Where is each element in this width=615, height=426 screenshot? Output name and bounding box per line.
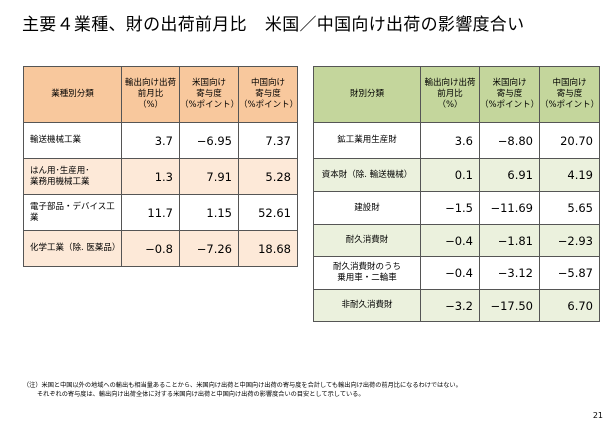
export-mom-value: −0.4 [420, 224, 480, 257]
us-contribution-value: 6.91 [479, 158, 540, 192]
industry-table-header: 業種別分類 輸出向け出荷 前月比 （%） 米国向け 寄与度 （%ポイント） 中国… [23, 66, 298, 123]
goods-header-export-mom: 輸出向け出荷 前月比 （%） [420, 66, 480, 123]
export-mom-value: −0.4 [420, 256, 480, 290]
industry-header-category: 業種別分類 [23, 66, 122, 123]
industry-header-export-mom: 輸出向け出荷 前月比 （%） [121, 66, 180, 123]
export-mom-value: −3.2 [420, 289, 480, 322]
table-row: 輸送機械工業 3.7 −6.95 7.37 [23, 122, 298, 159]
us-contribution-value: −11.69 [479, 191, 540, 225]
row-label: 鉱工業用生産財 [313, 122, 421, 159]
table-row: 資本財（除. 輸送機械） 0.1 6.91 4.19 [313, 158, 600, 192]
row-label: はん用･生産用･ 業務用機械工業 [23, 158, 122, 195]
title-sub: 米国／中国向け出荷の影響度合い [264, 15, 525, 35]
china-contribution-value: 5.28 [238, 158, 298, 195]
table-row: 電子部品・デバイス工業 11.7 1.15 52.61 [23, 194, 298, 231]
row-label: 化学工業（除. 医薬品） [23, 230, 122, 267]
table-row: 化学工業（除. 医薬品） −0.8 −7.26 18.68 [23, 230, 298, 267]
goods-header-category: 財別分類 [313, 66, 421, 123]
table-row: 耐久消費財 −0.4 −1.81 −2.93 [313, 224, 600, 257]
footnote-line-1: （注）米国と中国以外の地域への輸出も相当量あることから、米国向け出荷と中国向け出… [23, 382, 462, 389]
us-contribution-value: −6.95 [179, 122, 239, 159]
row-label: 耐久消費財のうち 乗用車・二輪車 [313, 256, 421, 290]
row-label: 耐久消費財 [313, 224, 421, 257]
table-row: 非耐久消費財 −3.2 −17.50 6.70 [313, 289, 600, 322]
table-row: はん用･生産用･ 業務用機械工業 1.3 7.91 5.28 [23, 158, 298, 195]
page-title: 主要４業種、財の出荷前月比 米国／中国向け出荷の影響度合い [22, 10, 612, 35]
title-main: 主要４業種、財の出荷前月比 [22, 15, 247, 35]
industry-header-china-contribution: 中国向け 寄与度 （%ポイント） [238, 66, 298, 123]
row-label: 資本財（除. 輸送機械） [313, 158, 421, 192]
china-contribution-value: 52.61 [238, 194, 298, 231]
footnote-line-2: それぞれの寄与度は、輸出向け出荷全体に対する米国向け出荷と中国向け出荷の影響度合… [37, 391, 365, 398]
china-contribution-value: 20.70 [539, 122, 600, 159]
goods-header-china-contribution: 中国向け 寄与度 （%ポイント） [539, 66, 600, 123]
china-contribution-value: 18.68 [238, 230, 298, 267]
row-label: 電子部品・デバイス工業 [23, 194, 122, 231]
industry-table: 業種別分類 輸出向け出荷 前月比 （%） 米国向け 寄与度 （%ポイント） 中国… [23, 66, 298, 267]
us-contribution-value: −17.50 [479, 289, 540, 322]
row-label: 非耐久消費財 [313, 289, 421, 322]
table-row: 鉱工業用生産財 3.6 −8.80 20.70 [313, 122, 600, 159]
export-mom-value: 0.1 [420, 158, 480, 192]
export-mom-value: 1.3 [121, 158, 180, 195]
industry-header-us-contribution: 米国向け 寄与度 （%ポイント） [179, 66, 239, 123]
export-mom-value: 11.7 [121, 194, 180, 231]
china-contribution-value: 4.19 [539, 158, 600, 192]
page-number: 21 [592, 411, 603, 420]
china-contribution-value: 5.65 [539, 191, 600, 225]
export-mom-value: −0.8 [121, 230, 180, 267]
export-mom-value: 3.6 [420, 122, 480, 159]
export-mom-value: −1.5 [420, 191, 480, 225]
us-contribution-value: −7.26 [179, 230, 239, 267]
footnote: （注）米国と中国以外の地域への輸出も相当量あることから、米国向け出荷と中国向け出… [23, 381, 603, 399]
china-contribution-value: −5.87 [539, 256, 600, 290]
goods-table-header: 財別分類 輸出向け出荷 前月比 （%） 米国向け 寄与度 （%ポイント） 中国向… [313, 66, 600, 123]
table-row: 建設財 −1.5 −11.69 5.65 [313, 191, 600, 225]
china-contribution-value: 6.70 [539, 289, 600, 322]
row-label: 建設財 [313, 191, 421, 225]
export-mom-value: 3.7 [121, 122, 180, 159]
row-label: 輸送機械工業 [23, 122, 122, 159]
us-contribution-value: −3.12 [479, 256, 540, 290]
us-contribution-value: −8.80 [479, 122, 540, 159]
goods-header-us-contribution: 米国向け 寄与度 （%ポイント） [479, 66, 540, 123]
table-row: 耐久消費財のうち 乗用車・二輪車 −0.4 −3.12 −5.87 [313, 256, 600, 290]
us-contribution-value: −1.81 [479, 224, 540, 257]
china-contribution-value: −2.93 [539, 224, 600, 257]
us-contribution-value: 1.15 [179, 194, 239, 231]
goods-table: 財別分類 輸出向け出荷 前月比 （%） 米国向け 寄与度 （%ポイント） 中国向… [313, 66, 600, 322]
china-contribution-value: 7.37 [238, 122, 298, 159]
us-contribution-value: 7.91 [179, 158, 239, 195]
